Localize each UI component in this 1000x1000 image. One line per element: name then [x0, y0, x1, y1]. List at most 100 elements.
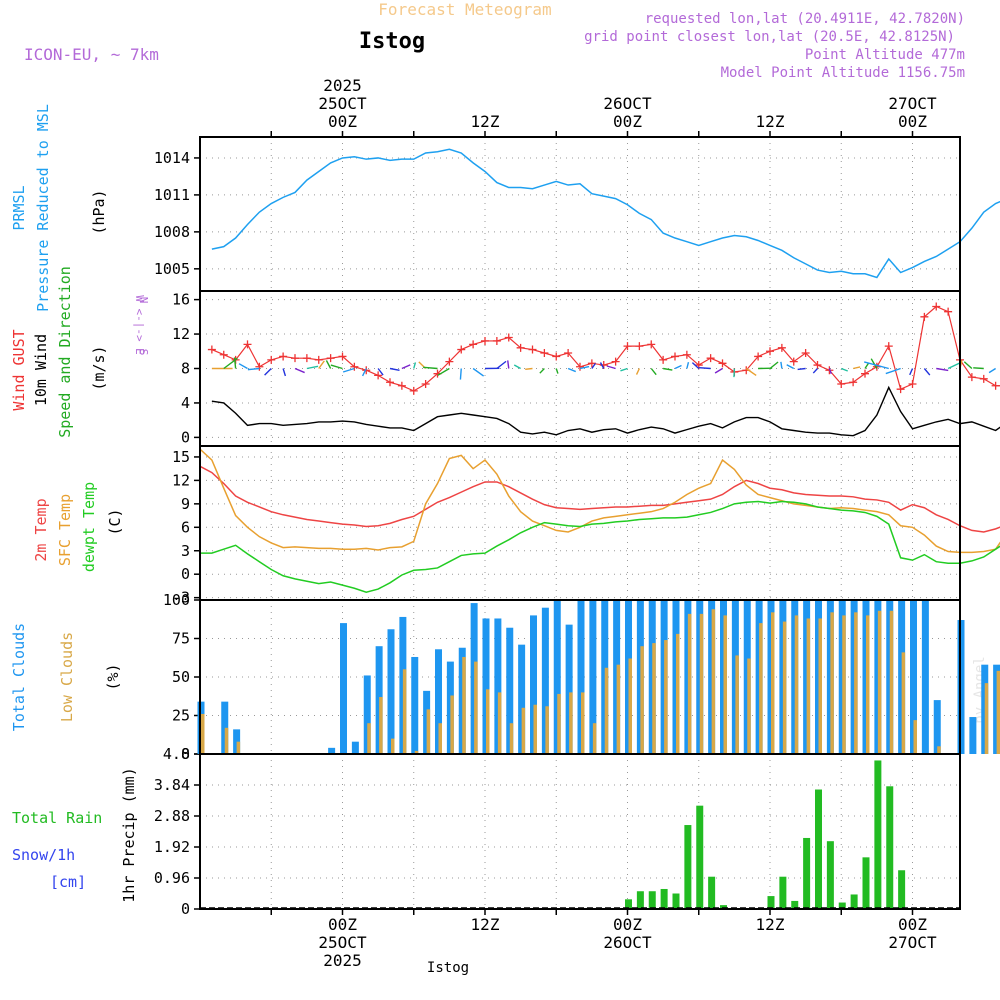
gust-marker [813, 361, 822, 370]
gust-marker [932, 302, 941, 311]
low-cloud-bar [842, 615, 846, 754]
pressure-line [211, 148, 1000, 279]
gust-marker [801, 349, 810, 357]
gust-marker [777, 343, 786, 352]
y-tick-label: 1.92 [154, 838, 190, 856]
gust-marker [255, 362, 264, 371]
low-cloud-bar [438, 723, 442, 754]
low-cloud-bar [474, 661, 478, 754]
rain-bar [815, 789, 822, 909]
snow-unit-label: [cm] [50, 873, 86, 891]
y-tick-label: 0 [181, 565, 190, 583]
wind-arrow [988, 367, 996, 374]
precip-labels: Total Rain Snow/1h [cm] 1hr Precip (mm) [12, 767, 138, 902]
total-cloud-bar [363, 675, 371, 754]
low-cloud-bar [866, 615, 870, 754]
gust-marker [552, 352, 561, 361]
wind-arrow [870, 358, 878, 369]
wind-arrow [472, 367, 485, 377]
y-tick-label: 6 [181, 518, 190, 536]
gust-marker [421, 380, 430, 388]
wind-arrow [620, 367, 628, 372]
y-tick-label: 25 [172, 707, 190, 725]
gust-marker [409, 386, 418, 395]
low-cloud-bar [509, 723, 514, 754]
dewpt-temp-label: dewpt Temp [80, 482, 98, 572]
y-tick-label: 2.88 [154, 807, 190, 825]
sfc-temp-label: SFC Temp [56, 494, 74, 566]
gust-marker [991, 381, 1000, 390]
wind-labels: Wind GUST 10m Wind Speed and Direction (… [10, 266, 150, 438]
compass-we: W <-|-> E [133, 295, 146, 355]
low-cloud-bar [901, 652, 906, 754]
low-cloud-bar [723, 615, 727, 754]
wind-arrow [797, 367, 806, 371]
total-rain-label: Total Rain [12, 809, 102, 827]
y-tick-label: 1011 [154, 186, 190, 204]
wind-arrow [330, 364, 343, 370]
title-top: Forecast Meteogram [378, 0, 551, 19]
bottom-time-label: 00Z [328, 915, 357, 934]
total-cloud-bar [969, 717, 977, 754]
wind-arrow [377, 368, 384, 376]
low-cloud-bar [486, 689, 490, 754]
wind-arrow [567, 367, 577, 373]
rain-bar [648, 891, 656, 909]
y-tick-label: 100 [163, 591, 190, 609]
pressure-msl-label: Pressure Reduced to MSL [34, 104, 52, 312]
low-cloud-bar [711, 609, 716, 754]
rain-bar [886, 786, 894, 909]
y-tick-label: 4 [181, 394, 190, 412]
panel-temperature: -3 0 3 6 9 12 15 [172, 446, 960, 607]
plot-area: 1005 1008 1011 1014 0 4 8 12 16 -3 0 3 6 9 12 15 0 25 50 75… [154, 76, 1000, 976]
pressure-labels: PRMSL Pressure Reduced to MSL (hPa) [10, 104, 108, 312]
gust-marker [944, 307, 953, 316]
gust-marker [362, 366, 371, 375]
y-tick-label: 8 [181, 360, 190, 378]
wind-arrow [496, 360, 507, 370]
rain-bar [838, 902, 846, 909]
low-cloud-bar [497, 692, 502, 754]
wind-arrow [786, 364, 795, 370]
wind-arrow [238, 363, 248, 370]
y-tick-label: 1008 [154, 223, 190, 241]
low-cloud-bar [687, 613, 692, 754]
low-cloud-bar [604, 667, 609, 754]
model-altitude: Model Point Altitude 1156.75m [721, 65, 965, 81]
rain-bar [696, 805, 704, 909]
wind-arrow [459, 368, 462, 380]
total-cloud-bar [506, 627, 514, 754]
wind-arrow [745, 367, 757, 377]
gust-marker [492, 336, 501, 345]
gust-marker [374, 371, 383, 380]
gust-marker [243, 340, 252, 349]
gust-marker [908, 380, 917, 388]
low-cloud-bar [889, 610, 894, 754]
panel-precip: 0 0.96 1.92 2.88 3.84 4.8 [154, 745, 960, 918]
low-cloud-bar [937, 746, 941, 754]
wind-arrow [923, 368, 931, 376]
top-time-label: 00Z [898, 112, 927, 131]
temp-labels: 2m Temp SFC Temp dewpt Temp (C) [32, 482, 124, 572]
low-cloud-bar [236, 741, 241, 754]
y-tick-label: 50 [172, 668, 190, 686]
gust-marker [635, 342, 644, 351]
requested-coords: requested lon,lat (20.4911E, 42.7820N) [645, 11, 965, 27]
gust-marker [979, 374, 988, 383]
low-cloud-bar [996, 670, 1000, 754]
low-cloud-bar [533, 704, 537, 754]
gust-marker [302, 354, 311, 363]
wind-arrow [233, 357, 237, 369]
low-cloud-bar [201, 713, 205, 754]
wind-arrow [342, 367, 355, 373]
gust-marker [611, 357, 620, 366]
low-cloud-bar [379, 697, 383, 754]
gust-marker [861, 369, 869, 378]
low-cloud-bar [664, 640, 668, 754]
total-cloud-bar [993, 664, 1000, 754]
temp-unit-label: (C) [106, 508, 124, 535]
gust-marker [647, 340, 656, 349]
model-label: ICON-EU, ~ 7km [24, 45, 159, 64]
wind-arrow [909, 368, 914, 376]
total-cloud-bar [435, 649, 442, 754]
